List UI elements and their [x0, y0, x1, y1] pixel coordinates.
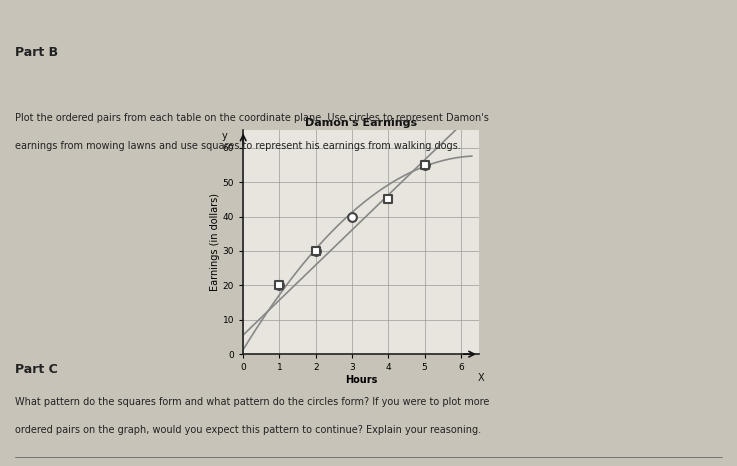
Point	[310, 247, 321, 254]
Text: Part B: Part B	[15, 46, 58, 59]
Point	[273, 281, 285, 289]
Point	[273, 281, 285, 289]
Text: X: X	[478, 373, 484, 383]
Text: ordered pairs on the graph, would you expect this pattern to continue? Explain y: ordered pairs on the graph, would you ex…	[15, 425, 481, 435]
Text: y: y	[222, 131, 228, 141]
Point	[419, 161, 430, 169]
Title: Damon's Earnings: Damon's Earnings	[305, 118, 417, 128]
Point	[383, 196, 394, 203]
Point	[419, 161, 430, 169]
Text: Plot the ordered pairs from each table on the coordinate plane. Use circles to r: Plot the ordered pairs from each table o…	[15, 113, 489, 123]
Text: What pattern do the squares form and what pattern do the circles form? If you we: What pattern do the squares form and wha…	[15, 397, 489, 407]
Y-axis label: Earnings (in dollars): Earnings (in dollars)	[210, 193, 220, 291]
Text: earnings from mowing lawns and use squares to represent his earnings from walkin: earnings from mowing lawns and use squar…	[15, 141, 461, 151]
Text: Part C: Part C	[15, 363, 57, 376]
Point	[310, 247, 321, 254]
Point	[346, 213, 358, 220]
X-axis label: Hours: Hours	[345, 375, 377, 385]
